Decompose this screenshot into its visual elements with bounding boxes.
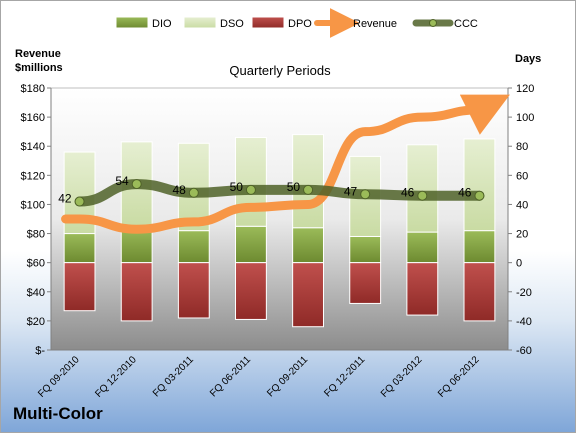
right-tick-label: -40: [516, 316, 532, 328]
category-label: FQ 12-2011: [322, 354, 367, 399]
bar-dio: [349, 235, 382, 264]
right-tick-label: 100: [516, 112, 534, 124]
ccc-point: [303, 184, 314, 195]
ccc-data-label: 46: [458, 186, 472, 200]
right-tick-label: 20: [516, 229, 528, 241]
bar-dso: [406, 144, 439, 233]
ccc-point: [74, 196, 85, 207]
bar-dpo: [120, 262, 153, 322]
ccc-point: [245, 184, 256, 195]
bar-dpo: [63, 262, 96, 312]
ccc-point: [131, 179, 142, 190]
ccc-point: [474, 190, 485, 201]
ccc-data-label: 48: [172, 183, 186, 197]
bar-dso: [463, 138, 496, 232]
ccc-data-label: 50: [230, 180, 244, 194]
right-tick-label: 120: [516, 83, 534, 95]
left-tick-label: $100: [21, 199, 45, 211]
category-label: FQ 09-2010: [36, 354, 82, 400]
left-tick-label: $140: [21, 141, 45, 153]
line-layer: 42 54 48 50 50 47 46 46: [58, 94, 510, 234]
bar-dpo: [463, 262, 496, 322]
left-tick-label: $-: [35, 345, 45, 357]
ccc-data-label: 47: [344, 184, 358, 198]
right-tick-label: 80: [516, 141, 528, 153]
company-label: Multi-Color: [13, 404, 103, 423]
left-tick-label: $180: [21, 83, 45, 95]
legend-label: Revenue: [353, 18, 397, 30]
legend-label: DPO: [288, 18, 312, 30]
left-tick-label: $60: [27, 258, 45, 270]
right-tick-label: 40: [516, 199, 528, 211]
legend-label: DSO: [220, 18, 244, 30]
legend-swatch: [183, 16, 217, 29]
bar-dpo: [292, 262, 324, 328]
legend-label: DIO: [152, 18, 172, 30]
legend: DIO DSO DPO Revenue CCC: [115, 8, 478, 38]
legend-label: CCC: [454, 18, 478, 30]
category-label: FQ 06-2011: [208, 354, 253, 399]
legend-swatch: [251, 16, 285, 29]
category-label: FQ 06-2012: [436, 354, 482, 400]
bar-dio: [406, 231, 439, 264]
bar-dpo: [177, 262, 210, 319]
ccc-point: [360, 189, 371, 200]
left-tick-label: $80: [27, 229, 45, 241]
ccc-data-label: 50: [287, 180, 301, 194]
bar-dio: [63, 233, 96, 264]
bar-dpo: [406, 262, 439, 316]
bar-dio: [120, 227, 153, 264]
right-axis-title: Days: [515, 53, 541, 65]
right-tick-label: -60: [516, 345, 532, 357]
legend-marker: [429, 19, 437, 27]
category-label: FQ 09-2011: [265, 354, 310, 399]
ccc-point: [417, 190, 428, 201]
left-axis-title-line1: Revenue: [15, 48, 61, 60]
ccc-data-label: 54: [115, 174, 129, 188]
left-tick-label: $20: [27, 316, 45, 328]
left-tick-label: $120: [21, 170, 45, 182]
bar-dio: [292, 227, 324, 264]
chart-subtitle: Quarterly Periods: [229, 63, 331, 78]
bar-dio: [235, 225, 267, 264]
left-tick-label: $160: [21, 112, 45, 124]
ccc-data-label: 46: [401, 186, 415, 200]
left-axis-title-line2: $millions: [15, 62, 63, 74]
bar-dpo: [349, 262, 382, 304]
right-tick-label: 0: [516, 258, 522, 270]
category-label: FQ 03-2012: [379, 354, 425, 400]
bar-dso: [292, 134, 324, 229]
left-tick-label: $40: [27, 287, 45, 299]
category-label: FQ 12-2010: [93, 354, 139, 400]
ccc-point: [188, 187, 199, 198]
legend-swatch: [115, 16, 149, 29]
revenue-line: [61, 94, 510, 234]
bar-dio: [463, 230, 496, 264]
bar-dio: [177, 230, 210, 264]
plot-area: [50, 87, 509, 351]
category-label: FQ 03-2011: [151, 354, 196, 399]
bar-dpo: [235, 262, 267, 320]
ccc-data-label: 42: [58, 192, 72, 206]
right-tick-label: -20: [516, 287, 532, 299]
right-tick-label: 60: [516, 170, 528, 182]
